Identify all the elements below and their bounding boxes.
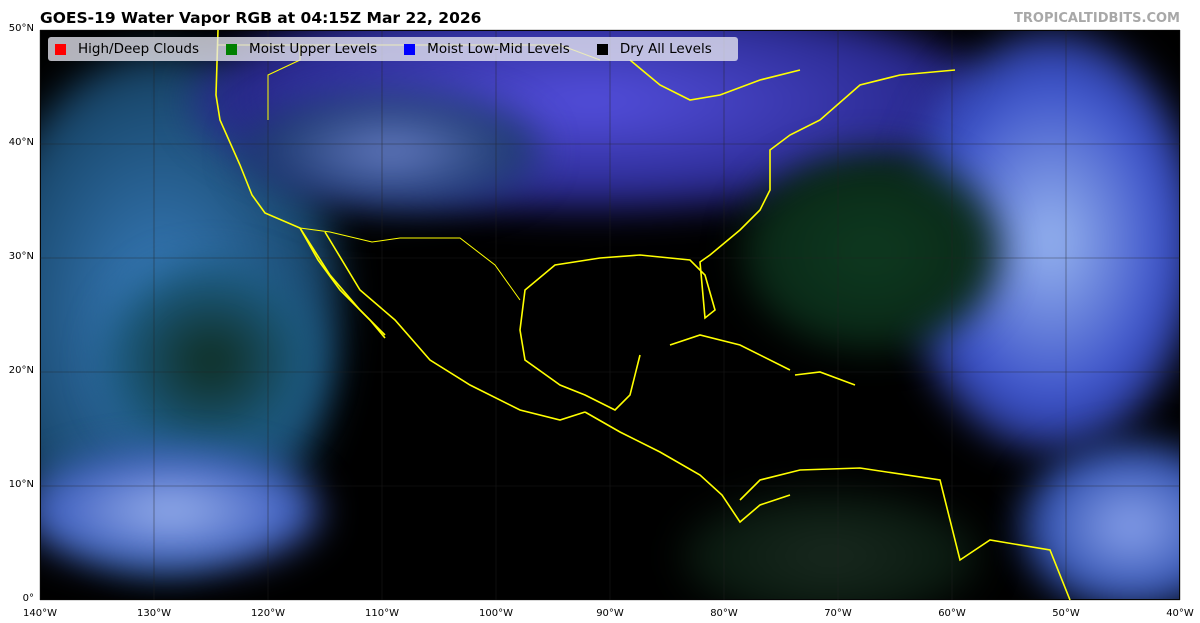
central-america [584, 411, 791, 524]
legend-label: High/Deep Clouds [78, 41, 200, 57]
legend-label: Dry All Levels [619, 41, 712, 57]
lat-tick-label: 50°N [8, 23, 34, 34]
lat-tick-label: 40°N [8, 137, 34, 148]
map-title: GOES-19 Water Vapor RGB at 04:15Z Mar 22… [40, 9, 482, 27]
brand-watermark: TROPICALTIDBITS.COM [1014, 11, 1180, 26]
legend-swatch [404, 43, 416, 55]
lon-tick-label: 40°W [1166, 608, 1194, 619]
lon-tick-label: 90°W [596, 608, 624, 619]
lat-tick-label: 10°N [8, 479, 34, 490]
cloud-us-interior [241, 91, 541, 211]
coastlines [215, 29, 1071, 601]
lon-tick-label: 140°W [23, 608, 57, 619]
baja-california [299, 227, 386, 339]
south-america [739, 467, 1071, 601]
legend-item: Dry All Levels [596, 41, 712, 57]
legend-item: Moist Low-Mid Levels [404, 41, 570, 57]
cloud-atlantic-green [741, 151, 1001, 351]
hispaniola [794, 371, 856, 386]
cuba [669, 334, 791, 371]
legend-swatch [226, 43, 238, 55]
lon-tick-label: 70°W [824, 608, 852, 619]
us-west-coast [215, 29, 386, 336]
legend-label: Moist Low-Mid Levels [427, 41, 570, 57]
lon-tick-label: 60°W [938, 608, 966, 619]
lat-tick-label: 20°N [8, 365, 34, 376]
legend-swatch [596, 43, 608, 55]
lon-tick-label: 120°W [251, 608, 285, 619]
legend-item: Moist Upper Levels [226, 41, 377, 57]
legend-swatch [55, 43, 66, 55]
lon-tick-label: 80°W [710, 608, 738, 619]
lon-tick-label: 100°W [479, 608, 513, 619]
graticule [39, 29, 1181, 601]
cloud-pacific-swirl [101, 261, 321, 461]
cloud-itcz-west [41, 451, 321, 571]
lon-tick-label: 50°W [1052, 608, 1080, 619]
lon-tick-label: 130°W [137, 608, 171, 619]
lat-tick-label: 30°N [8, 251, 34, 262]
lon-tick-label: 110°W [365, 608, 399, 619]
mexico-pacific-coast [324, 231, 586, 421]
lat-tick-label: 0° [22, 593, 34, 604]
us-mexico-border [299, 227, 521, 301]
gulf-coast [519, 69, 956, 411]
great-lakes [629, 59, 801, 101]
legend-label: Moist Upper Levels [249, 41, 378, 57]
borders [218, 44, 601, 301]
legend: High/Deep Clouds Moist Upper Levels Moist … [48, 37, 738, 61]
legend-item: High/Deep Clouds [55, 41, 199, 57]
